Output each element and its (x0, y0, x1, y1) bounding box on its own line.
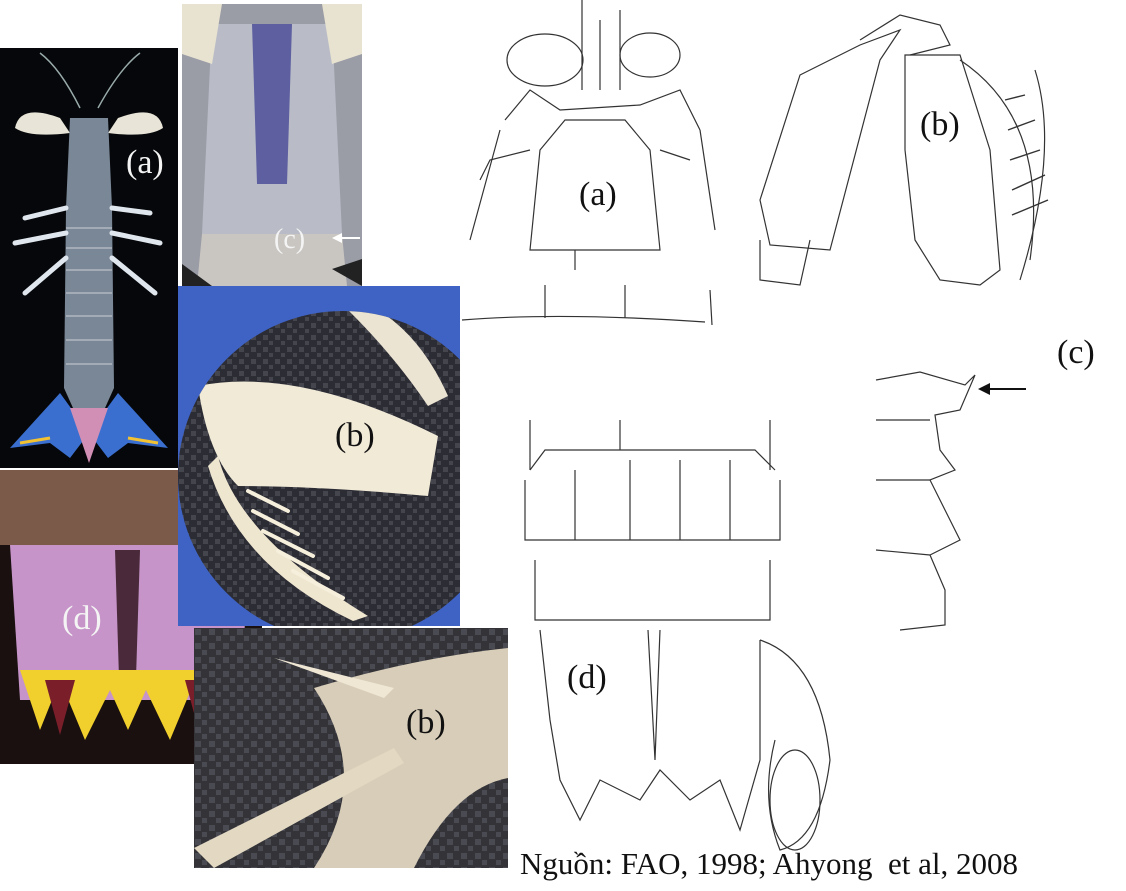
label-drawing-a: (a) (579, 176, 617, 213)
photo-whole-body: (a) (0, 48, 178, 468)
label-photo-b-detail: (b) (406, 704, 446, 741)
photo-claw-detail: (b) (194, 628, 508, 868)
label-photo-d: (d) (62, 600, 102, 637)
photo-carapace: (c) (182, 4, 362, 286)
source-caption: Nguồn: FAO, 1998; Ahyong et al, 2008 (520, 846, 1018, 881)
label-photo-c: (c) (274, 224, 306, 255)
carapace-image (182, 4, 362, 286)
claw-detail-image (194, 628, 508, 868)
claw-image (178, 311, 460, 626)
label-drawing-d: (d) (567, 659, 607, 696)
label-drawing-c: (c) (1057, 334, 1095, 371)
label-photo-a: (a) (126, 144, 164, 181)
mantis-shrimp-body-image (10, 52, 168, 463)
photo-claw: (b) (178, 286, 460, 626)
arrow-icon (332, 233, 360, 243)
label-photo-b: (b) (335, 417, 375, 454)
label-drawing-b: (b) (920, 106, 960, 143)
